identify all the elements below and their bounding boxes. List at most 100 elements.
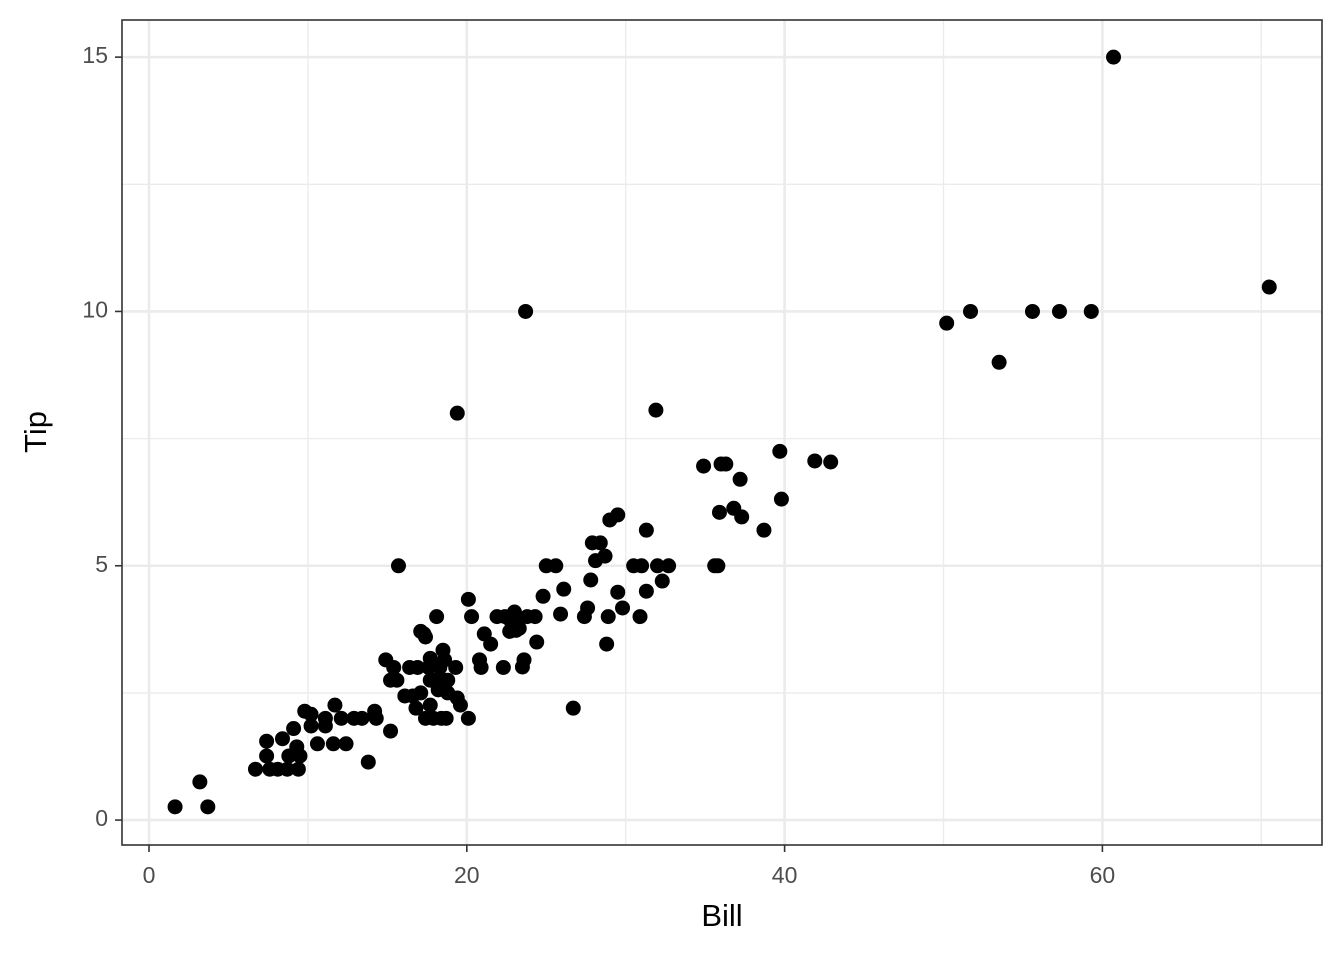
y-tick-label: 10 <box>82 297 108 323</box>
point <box>1106 49 1122 65</box>
point <box>327 697 343 713</box>
point <box>734 509 750 525</box>
point <box>553 606 569 622</box>
point <box>615 600 631 616</box>
point <box>290 761 306 777</box>
x-tick-label: 40 <box>772 862 798 888</box>
point <box>460 591 476 607</box>
point <box>309 736 325 752</box>
point <box>464 609 480 625</box>
point <box>807 453 823 469</box>
point <box>417 629 433 645</box>
point <box>360 754 376 770</box>
point <box>638 583 654 599</box>
point <box>991 354 1007 370</box>
point <box>413 685 429 701</box>
point <box>410 659 426 675</box>
point <box>634 558 650 574</box>
point <box>259 748 275 764</box>
point <box>511 620 527 636</box>
point <box>654 573 670 589</box>
point <box>580 600 596 616</box>
point <box>460 710 476 726</box>
point <box>649 558 665 574</box>
point <box>286 721 302 737</box>
point <box>437 652 453 668</box>
point <box>610 507 626 523</box>
point <box>325 736 341 752</box>
point <box>939 315 955 331</box>
point <box>317 718 333 734</box>
point <box>583 572 599 588</box>
point <box>597 548 613 564</box>
point <box>772 443 788 459</box>
point <box>756 522 772 538</box>
point <box>495 659 511 675</box>
x-tick-label: 20 <box>454 862 480 888</box>
y-tick-label: 15 <box>82 42 108 68</box>
point <box>438 710 454 726</box>
point <box>1024 303 1040 319</box>
point <box>429 609 445 625</box>
point <box>518 303 534 319</box>
point <box>773 491 789 507</box>
point <box>648 402 664 418</box>
point <box>632 609 648 625</box>
point <box>823 454 839 470</box>
point <box>610 584 626 600</box>
point <box>1261 279 1277 295</box>
point <box>408 700 424 716</box>
point <box>732 471 748 487</box>
point <box>368 710 384 726</box>
point <box>548 558 564 574</box>
point <box>718 456 734 472</box>
point <box>389 672 405 688</box>
point <box>448 659 464 675</box>
point <box>386 659 402 675</box>
x-axis-title: Bill <box>701 898 742 933</box>
point <box>279 761 295 777</box>
point <box>440 672 456 688</box>
point <box>200 799 216 815</box>
point <box>710 558 726 574</box>
point <box>527 609 543 625</box>
point <box>473 659 489 675</box>
point <box>422 650 438 666</box>
point <box>483 636 499 652</box>
point <box>1083 303 1099 319</box>
point <box>565 700 581 716</box>
point <box>1052 303 1067 319</box>
point <box>338 736 354 752</box>
point <box>303 706 319 722</box>
point <box>259 733 275 749</box>
point <box>661 558 677 574</box>
point <box>383 723 399 739</box>
point <box>638 522 654 538</box>
point <box>535 588 551 604</box>
y-tick-label: 5 <box>95 551 108 577</box>
point <box>422 697 438 713</box>
point <box>449 405 465 421</box>
point <box>963 303 979 319</box>
point <box>390 558 406 574</box>
x-tick-label: 60 <box>1090 862 1116 888</box>
point <box>599 636 615 652</box>
point <box>600 609 616 625</box>
point <box>167 799 183 815</box>
point <box>592 535 608 551</box>
point <box>711 504 727 520</box>
point <box>333 710 349 726</box>
point <box>192 774 208 790</box>
y-tick-label: 0 <box>95 805 108 831</box>
point <box>452 697 468 713</box>
y-axis-title: Tip <box>18 411 53 453</box>
point <box>696 458 712 474</box>
points <box>167 49 1277 815</box>
point <box>247 761 263 777</box>
panel-border <box>121 19 1323 846</box>
point <box>516 652 532 668</box>
point <box>274 731 290 747</box>
